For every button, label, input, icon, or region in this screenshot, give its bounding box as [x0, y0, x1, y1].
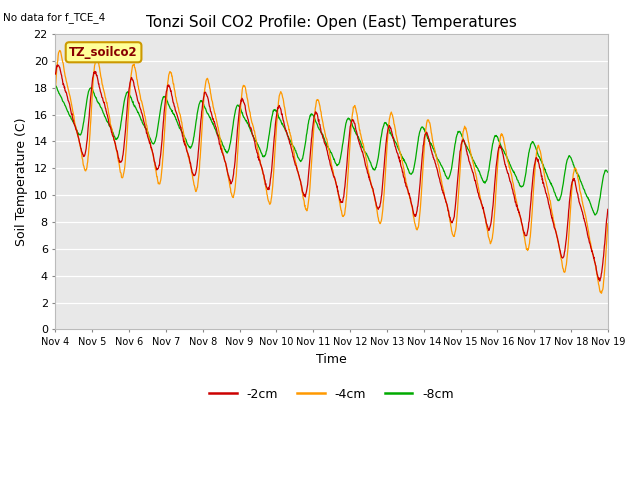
- -8cm: [236, 105, 244, 110]
- -2cm: [418, 160, 426, 166]
- -8cm: [591, 212, 599, 218]
- -2cm: [596, 278, 604, 284]
- Legend: -2cm, -4cm, -8cm: -2cm, -4cm, -8cm: [204, 383, 459, 406]
- -2cm: [54, 62, 61, 68]
- -2cm: [175, 118, 182, 123]
- -4cm: [175, 107, 182, 112]
- Line: -8cm: -8cm: [56, 85, 608, 215]
- -4cm: [418, 186, 426, 192]
- -8cm: [52, 83, 60, 88]
- -2cm: [52, 71, 60, 77]
- -8cm: [161, 94, 169, 99]
- -4cm: [490, 220, 498, 226]
- -4cm: [539, 161, 547, 167]
- -2cm: [237, 101, 244, 107]
- -2cm: [490, 192, 498, 197]
- -2cm: [604, 206, 612, 212]
- -8cm: [538, 161, 546, 167]
- Y-axis label: Soil Temperature (C): Soil Temperature (C): [15, 118, 28, 246]
- -2cm: [161, 99, 169, 105]
- -8cm: [490, 138, 497, 144]
- -4cm: [604, 221, 612, 227]
- Text: TZ_soilco2: TZ_soilco2: [69, 46, 138, 59]
- Title: Tonzi Soil CO2 Profile: Open (East) Temperatures: Tonzi Soil CO2 Profile: Open (East) Temp…: [146, 15, 517, 30]
- -4cm: [598, 290, 605, 296]
- -2cm: [539, 176, 547, 182]
- Line: -4cm: -4cm: [56, 50, 608, 293]
- -8cm: [417, 125, 425, 131]
- -4cm: [161, 116, 169, 122]
- X-axis label: Time: Time: [316, 352, 347, 366]
- -4cm: [52, 85, 60, 91]
- Line: -2cm: -2cm: [56, 65, 608, 281]
- -4cm: [237, 106, 244, 112]
- Text: No data for f_TCE_4: No data for f_TCE_4: [3, 12, 106, 23]
- -8cm: [604, 169, 612, 175]
- -4cm: [56, 48, 63, 53]
- -8cm: [175, 122, 182, 128]
